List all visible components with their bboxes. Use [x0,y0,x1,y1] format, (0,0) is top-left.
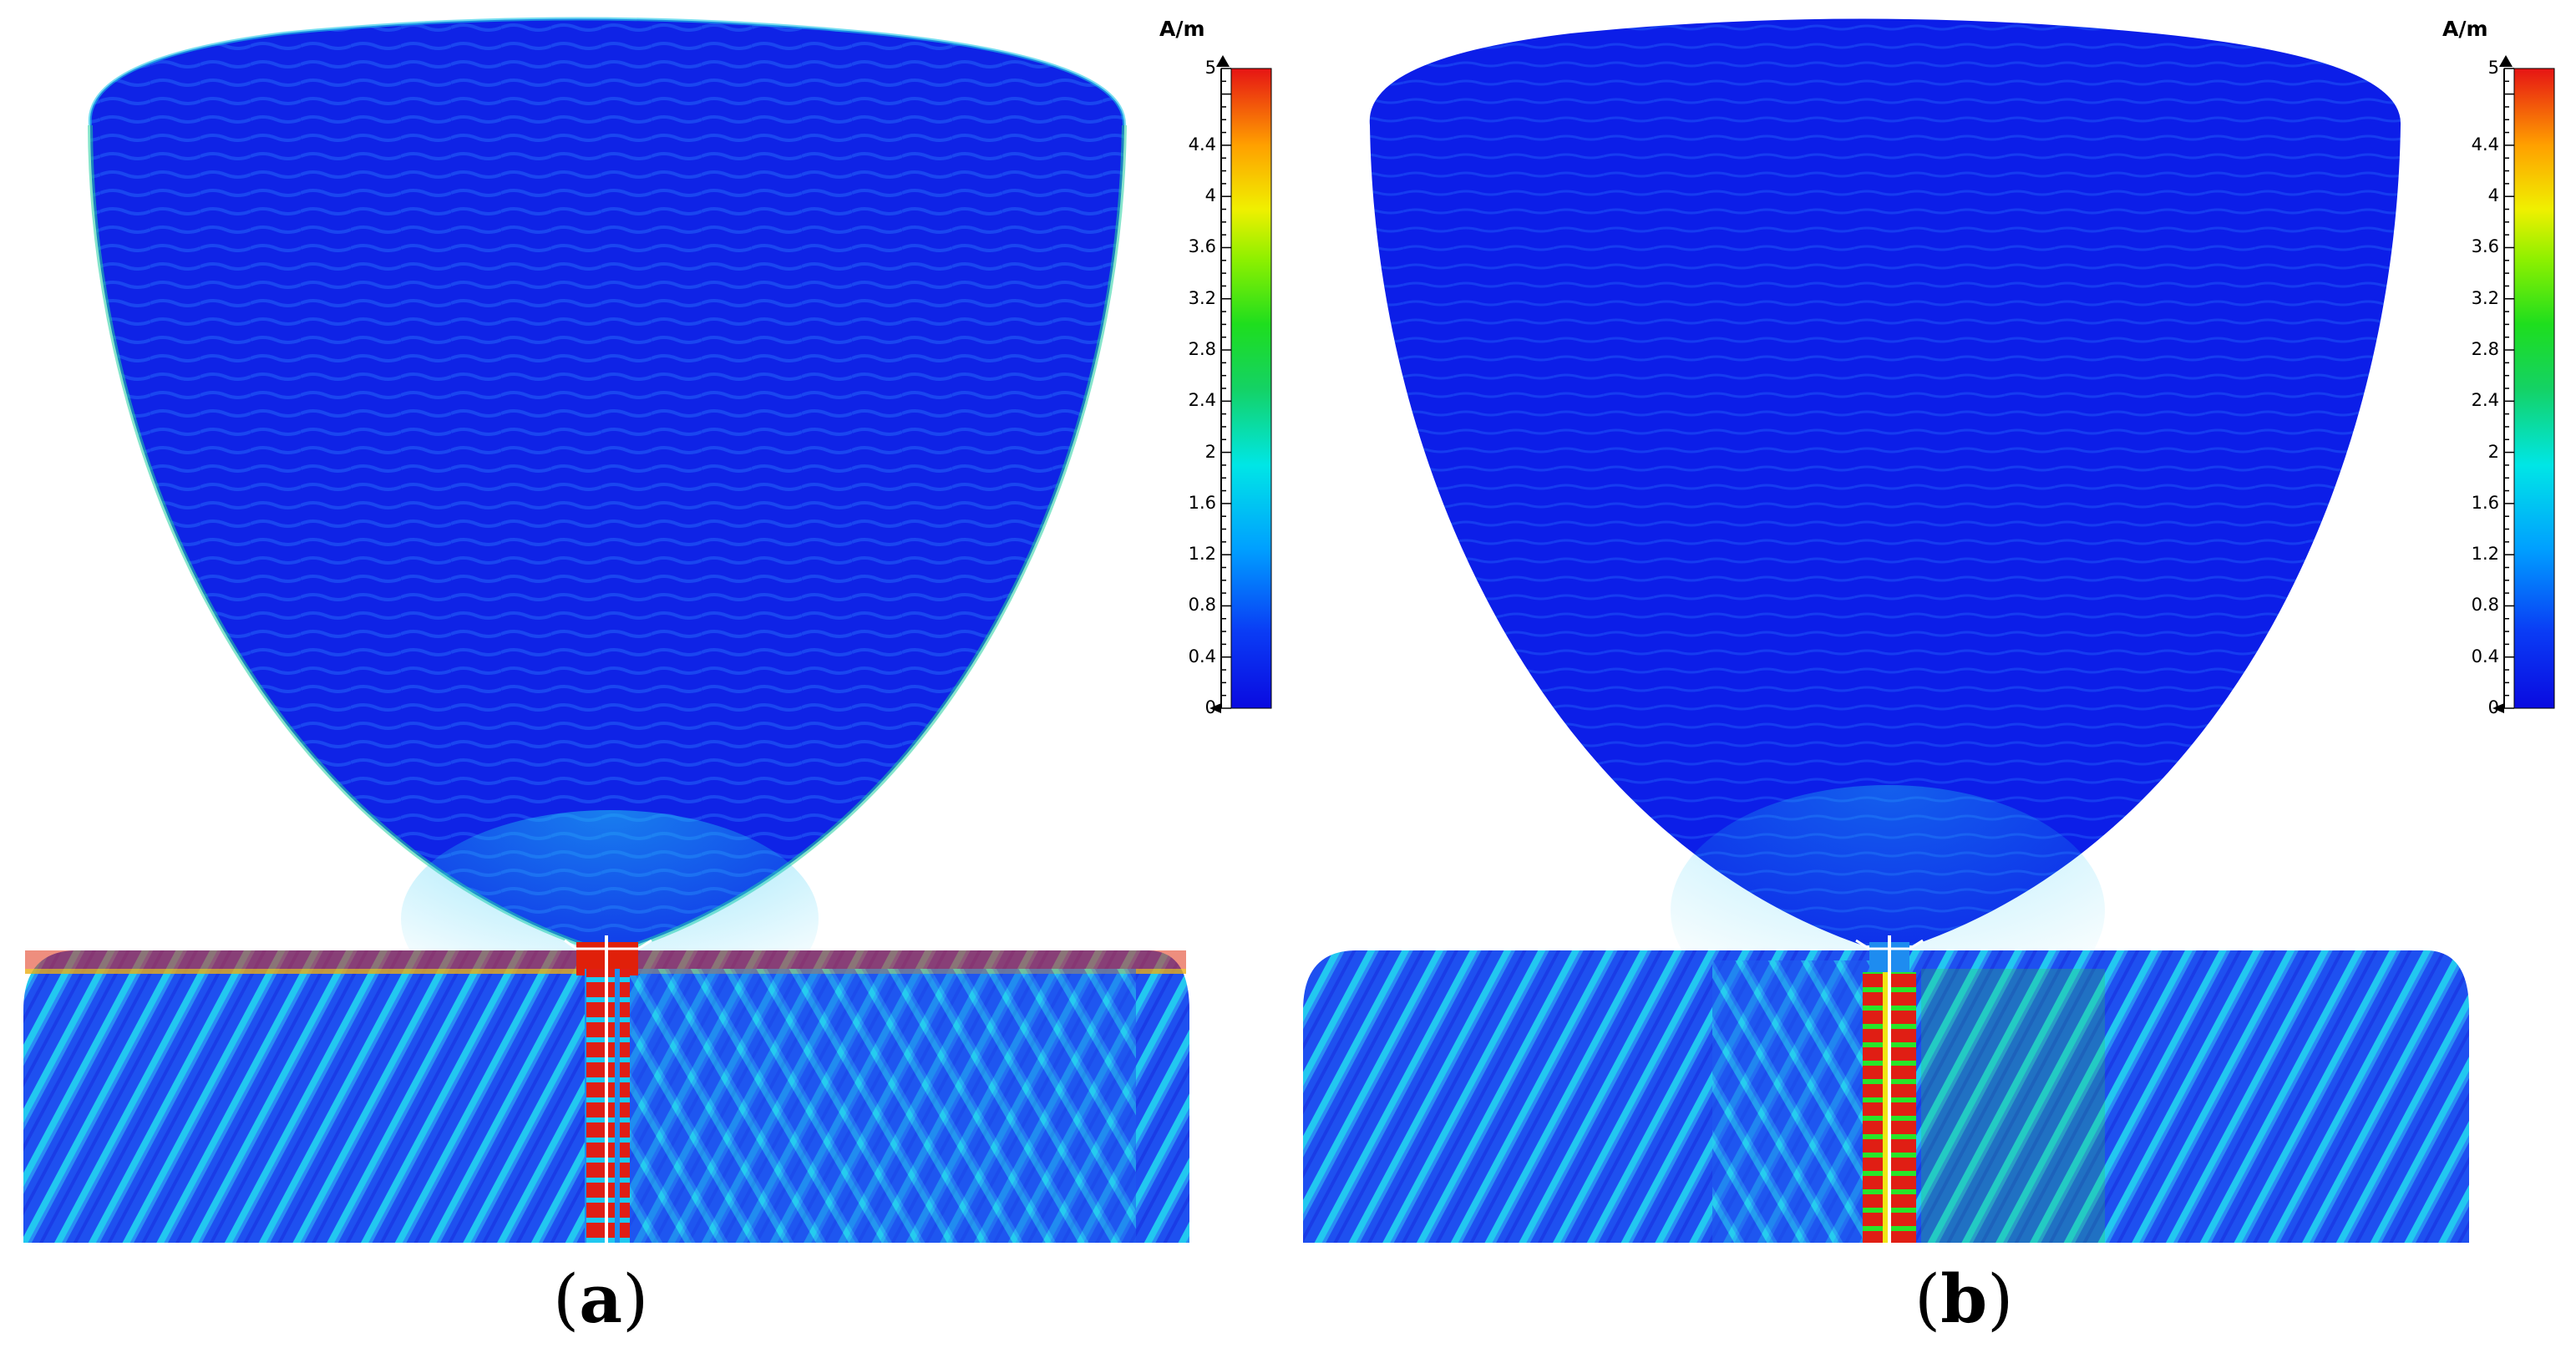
panel-b [1303,18,2555,1243]
colorbar-tick-label: 2.8 [1188,339,1216,360]
upper-chamber-a [88,17,1127,1027]
colorbar-tick-label: 3.6 [2471,236,2499,257]
feed-slot-b [1855,935,1924,1243]
panel-label-a: (a) [553,1259,648,1338]
colorbar-tick-label: 0.8 [1188,595,1216,616]
colorbar-tick-label: 4.4 [1188,134,1216,155]
panel-label-b: (b) [1914,1259,2013,1338]
panel-label-close-paren: ) [1987,1260,2014,1338]
colorbar-tick-label: 5 [2487,58,2499,78]
panel-label-close-paren: ) [622,1260,649,1338]
colorbar-tick-label: 3.2 [2471,287,2499,308]
upper-chamber-b [1369,18,2401,1036]
colorbar-tick-label: 1.6 [1188,492,1216,513]
panel-label-open-paren: ( [1914,1260,1941,1338]
colorbar-tick-label: 3.2 [1188,287,1216,308]
colorbar-tick-label: 0 [1204,697,1216,717]
colorbar-tick-label: 2 [1204,441,1216,462]
colorbar-tick-label: 5 [1204,58,1216,78]
colorbar-tick-label: 4.4 [2471,134,2499,155]
colorbar-tick-label: 2.8 [2471,339,2499,360]
colorbar-tick-label: 0 [2487,697,2499,717]
feed-slot-a [564,935,652,1243]
colorbar-tick-label: 3.6 [1188,236,1216,257]
colorbar-tick-label: 0.8 [2471,595,2499,616]
panel-a [23,17,1272,1243]
colorbar-tick-label: 1.6 [2471,492,2499,513]
panel-label-letter: a [579,1259,623,1338]
colorbar-tick-label: 2.4 [1188,390,1216,411]
colorbar-b [2492,55,2555,713]
colorbar-tick-label: 1.2 [1188,544,1216,565]
colorbar-tick-label: 4 [2487,185,2499,206]
colorbar-unit-b: A/m [2442,17,2488,41]
colorbar-unit-a: A/m [1159,17,1205,41]
colorbar-tick-label: 4 [1204,185,1216,206]
colorbar-tick-label: 1.2 [2471,544,2499,565]
colorbar-tick-label: 0.4 [1188,646,1216,666]
panel-label-open-paren: ( [553,1260,580,1338]
colorbar-tick-label: 0.4 [2471,646,2499,666]
colorbar-tick-label: 2 [2487,441,2499,462]
colorbar-a [1209,55,1272,713]
panel-label-letter: b [1940,1259,1988,1338]
colorbar-tick-label: 2.4 [2471,390,2499,411]
